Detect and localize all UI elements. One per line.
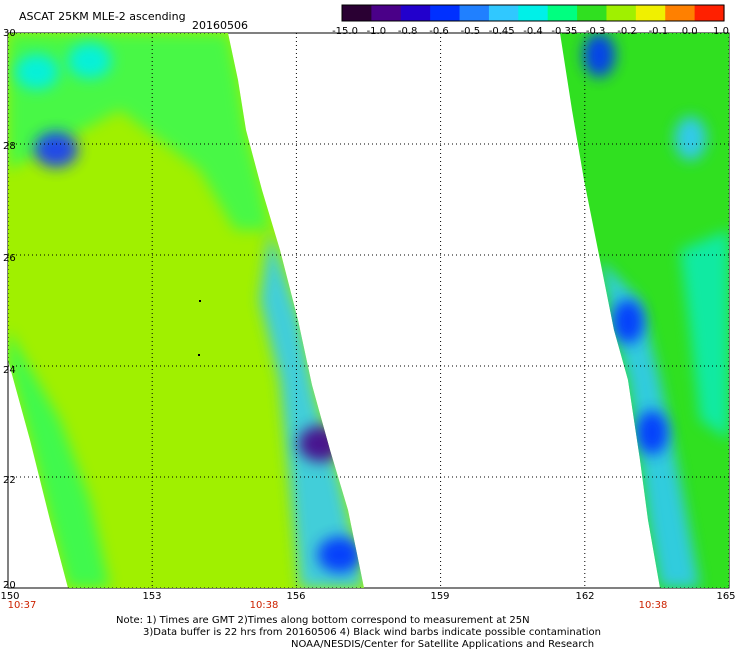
lon-label: 162: [575, 591, 595, 602]
west-swath-base: [8, 33, 364, 588]
lat-label: 24: [3, 365, 16, 376]
product-title: ASCAT 25KM MLE-2 ascending: [19, 10, 186, 23]
time-label: 10:38: [638, 600, 668, 611]
product-date: 20160506: [192, 19, 248, 32]
colorbar-swatch: [635, 5, 666, 21]
west-swath-patch: [317, 536, 362, 573]
east-swath-patch: [636, 410, 669, 455]
note-line-2: 3)Data buffer is 22 hrs from 20160506 4)…: [143, 627, 601, 638]
colorbar-swatch: [342, 5, 372, 21]
west-swath-patch: [34, 131, 79, 168]
colorbar-label: -0.5: [460, 26, 481, 37]
colorbar-label: -0.2: [617, 26, 637, 37]
time-label: 10:37: [7, 600, 37, 611]
lat-label: 28: [3, 141, 16, 152]
west-swath-edge: [8, 33, 270, 230]
colorbar: [341, 4, 725, 22]
colorbar-label: -0.4: [523, 26, 543, 37]
east-swath-edge: [680, 230, 729, 440]
colorbar-label: 0.0: [681, 26, 698, 37]
west-swath-edge: [8, 330, 110, 588]
time-label: 10:38: [249, 600, 279, 611]
colorbar-swatch: [459, 5, 490, 21]
west-swath-patch: [67, 42, 112, 79]
east-swath-base: [560, 33, 729, 588]
west-swath-patch: [14, 53, 59, 90]
east-swath-patch: [583, 33, 616, 78]
colorbar-swatch: [577, 5, 608, 21]
colorbar-swatch: [400, 5, 431, 21]
colorbar-label: 1.0: [713, 26, 729, 37]
lon-label: 153: [142, 591, 162, 602]
lat-lon-grid: [7, 32, 730, 589]
colorbar-label: -0.35: [551, 26, 578, 37]
colorbar-swatch: [430, 5, 461, 21]
east-swath: [560, 33, 729, 588]
colorbar-border: [341, 4, 725, 22]
lon-label: 165: [716, 591, 736, 602]
east-swath-patch: [612, 299, 645, 344]
colorbar-label: -15.0: [332, 26, 358, 37]
west-swath: [8, 33, 364, 588]
colorbar-swatch: [694, 5, 725, 21]
colorbar-label: -0.6: [429, 26, 449, 37]
lat-label: 30: [3, 28, 16, 39]
colorbar-swatch: [371, 5, 402, 21]
lon-label: 150: [0, 591, 20, 602]
west-swath-patch: [298, 425, 343, 462]
lat-label: 26: [3, 253, 16, 264]
colorbar-label: -0.1: [648, 26, 669, 37]
lon-label: 156: [286, 591, 306, 602]
colorbar-label: -0.8: [397, 26, 418, 37]
note-line-3: NOAA/NESDIS/Center for Satellite Applica…: [291, 639, 595, 650]
colorbar-swatch: [547, 5, 578, 21]
lat-label: 22: [3, 475, 16, 486]
east-swath-patch: [674, 116, 707, 161]
contamination-marker: [198, 354, 200, 356]
colorbar-swatch: [488, 5, 519, 21]
lon-label: 159: [430, 591, 450, 602]
lat-label: 20: [3, 580, 16, 591]
colorbar-swatch: [518, 5, 549, 21]
colorbar-label: -1.0: [366, 26, 387, 37]
colorbar-swatch: [665, 5, 696, 21]
colorbar-label: -0.45: [488, 26, 515, 37]
west-swath-edge: [260, 230, 364, 588]
contamination-marker: [199, 300, 201, 302]
note-line-1: Note: 1) Times are GMT 2)Times along bot…: [116, 615, 530, 626]
colorbar-label: -0.3: [585, 26, 606, 37]
colorbar-swatch: [606, 5, 637, 21]
